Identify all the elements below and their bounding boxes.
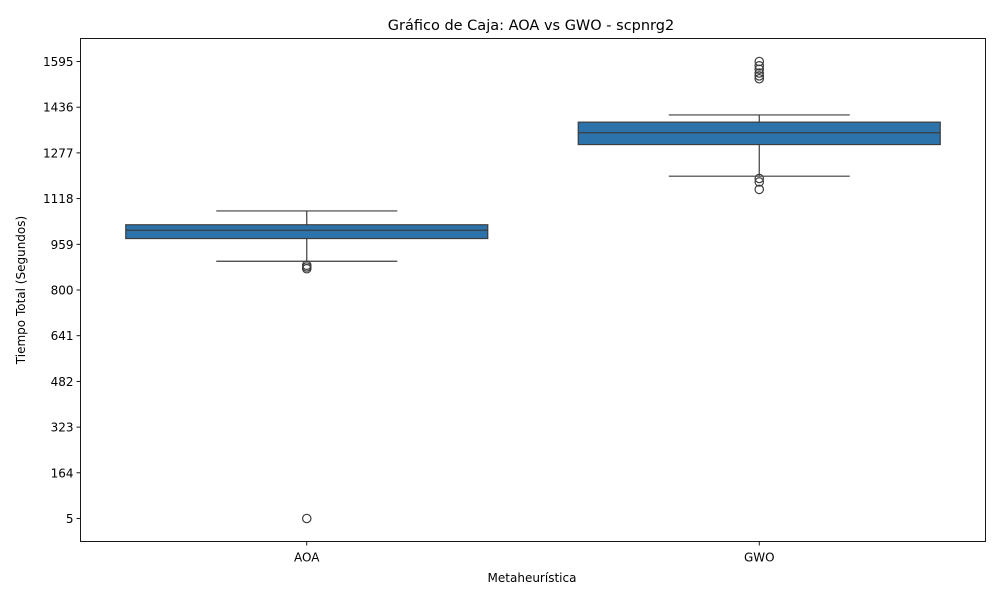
boxes-layer (125, 56, 941, 524)
x-axis: AOA GWO (294, 541, 775, 565)
y-tick-label: 800 (51, 284, 74, 298)
y-tick-label: 959 (51, 238, 74, 252)
y-tick-label: 482 (51, 375, 74, 389)
box-iqr (125, 224, 489, 240)
y-axis-label: Tiempo Total (Segundos) (14, 216, 28, 365)
plot-frame (80, 38, 986, 542)
chart-title: Gráfico de Caja: AOA vs GWO - scpnrg2 (388, 18, 674, 34)
outlier-point (754, 61, 765, 71)
outlier-point (754, 56, 765, 67)
box-group-gwo (577, 56, 941, 195)
y-axis: 5 164 323 482 641 800 959 1118 1277 1436 1595 (43, 55, 81, 526)
x-axis-label: Metaheurística (488, 571, 577, 585)
x-tick-label: GWO (744, 551, 775, 565)
y-tick-label: 641 (51, 329, 74, 343)
x-tick-label: AOA (294, 551, 320, 565)
box-group-aoa (125, 210, 489, 524)
outlier-point (301, 513, 312, 524)
outlier-point (754, 184, 765, 195)
outlier-point (301, 263, 312, 274)
y-tick-label: 1277 (43, 146, 74, 160)
y-tick-label: 1118 (43, 192, 74, 206)
outlier-point (754, 173, 765, 184)
y-tick-label: 5 (66, 512, 74, 526)
outlier-point (754, 64, 765, 75)
outlier-point (754, 68, 765, 78)
y-tick-label: 1595 (43, 55, 74, 69)
y-tick-label: 1436 (43, 101, 74, 115)
outlier-point (754, 71, 765, 81)
y-tick-label: 323 (51, 421, 74, 435)
outlier-point (754, 177, 765, 187)
outlier-point (754, 73, 765, 84)
y-tick-label: 164 (51, 466, 74, 480)
